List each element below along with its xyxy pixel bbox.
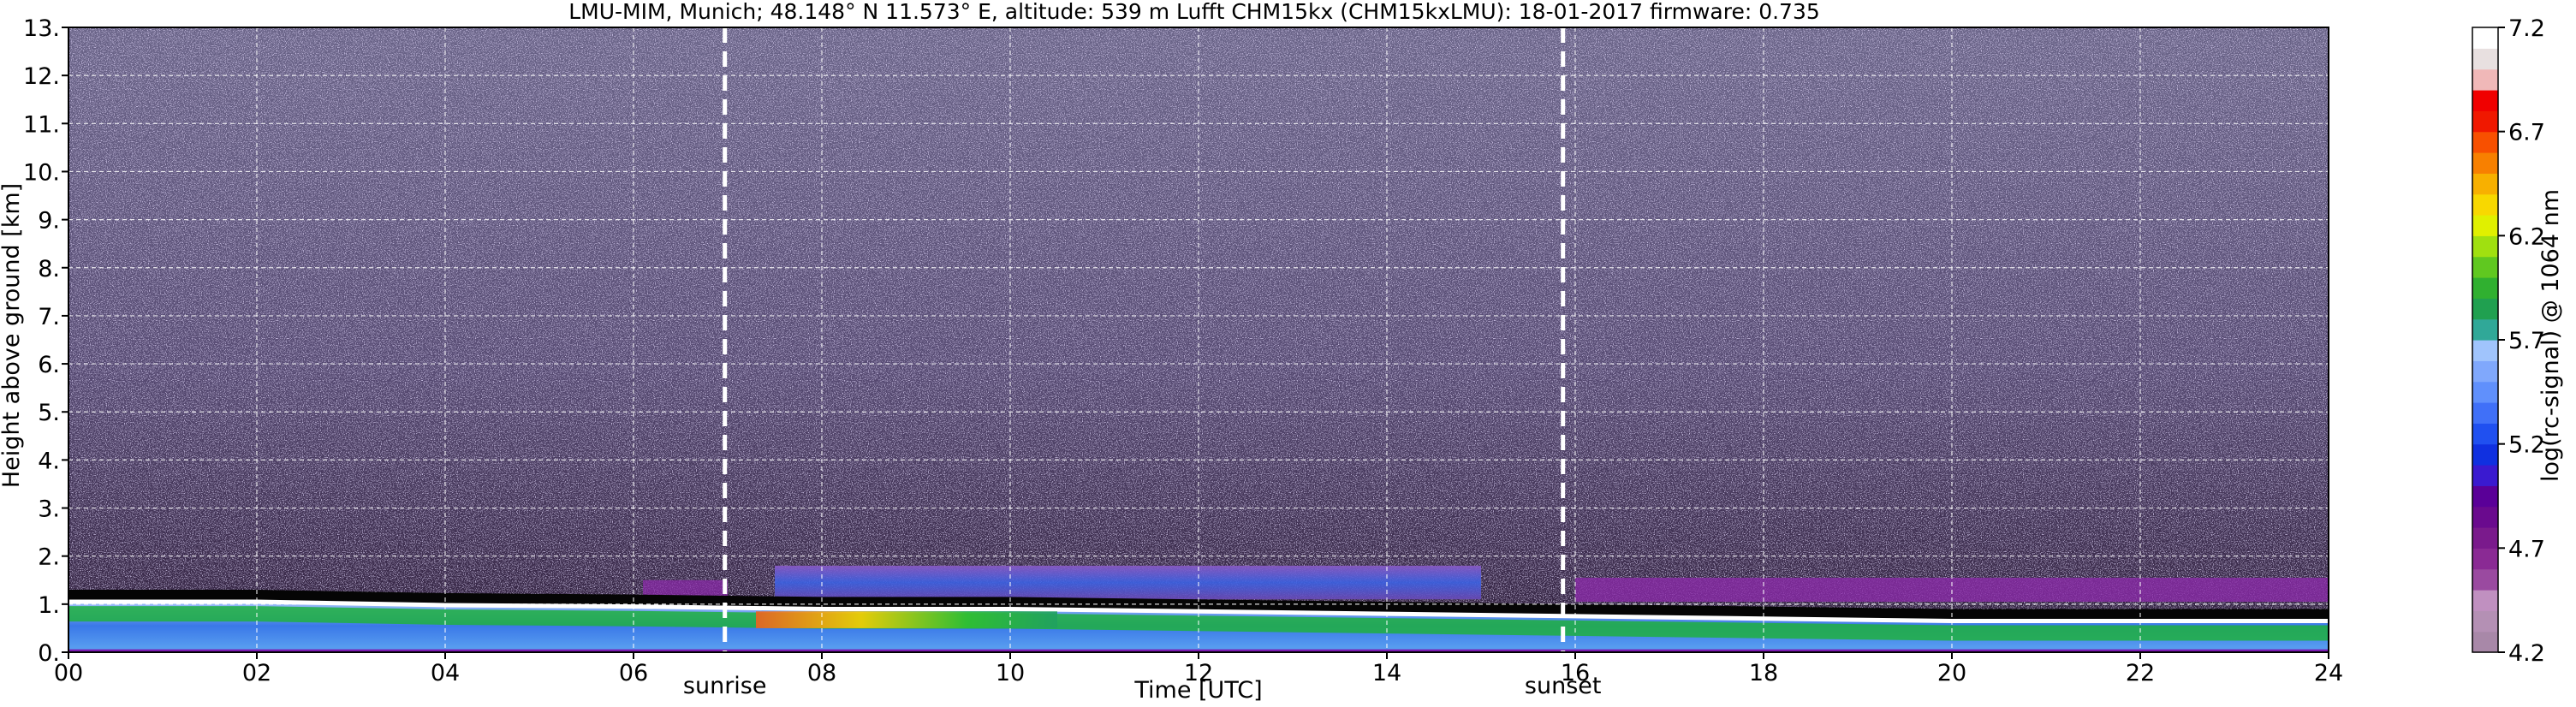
x-tick-label: 08 (807, 660, 836, 686)
colorbar-swatch (2472, 48, 2498, 70)
y-tick-label: 7. (38, 304, 60, 330)
x-axis-label: Time [UTC] (1133, 677, 1262, 704)
x-tick-label: 16 (1561, 660, 1590, 686)
colorbar-swatch (2472, 215, 2498, 236)
colorbar-swatch (2472, 548, 2498, 570)
colorbar-tick-label: 6.2 (2508, 223, 2545, 250)
colorbar-swatch (2472, 131, 2498, 153)
y-tick-label: 12. (23, 63, 60, 90)
colorbar-swatch (2472, 152, 2498, 174)
y-tick-label: 11. (23, 111, 60, 138)
colorbar-swatch (2472, 298, 2498, 320)
colorbar-swatch (2472, 590, 2498, 611)
daylight-markers: sunrise sunset (683, 27, 1602, 699)
colorbar-tick-label: 4.2 (2508, 640, 2545, 667)
y-tick-label: 3. (38, 496, 60, 523)
y-tick-label: 6. (38, 352, 60, 378)
y-tick-label: 10. (23, 159, 60, 186)
colorbar-tick-label: 7.2 (2508, 15, 2545, 42)
colorbar-swatch (2472, 173, 2498, 195)
colorbar-swatch (2472, 527, 2498, 549)
x-tick-label: 10 (996, 660, 1025, 686)
x-tick-label: 02 (242, 660, 271, 686)
y-tick-label: 4. (38, 448, 60, 474)
colorbar-swatch (2472, 402, 2498, 424)
colorbar-tick-label: 5.7 (2508, 328, 2545, 354)
colorbar-swatch (2472, 360, 2498, 383)
colorbar-swatch (2472, 465, 2498, 486)
colorbar-swatch (2472, 277, 2498, 299)
daytime-strong-signal (756, 611, 1057, 628)
x-tick-label: 06 (619, 660, 648, 686)
colorbar-swatch (2472, 340, 2498, 361)
colorbar-swatch (2472, 443, 2498, 466)
y-tick-label: 0. (38, 640, 60, 667)
colorbar-swatch (2472, 27, 2498, 49)
colorbar-swatch (2472, 423, 2498, 445)
y-tick-label: 5. (38, 400, 60, 426)
y-tick-label: 8. (38, 256, 60, 282)
colorbar-swatch (2472, 68, 2498, 91)
x-tick-label: 12 (1184, 660, 1213, 686)
colorbar-label: log(rc-signal) @ 1064 nm (2537, 189, 2564, 482)
x-tick-label: 04 (431, 660, 460, 686)
colorbar-swatch (2472, 90, 2498, 111)
colorbar-tick-label: 4.7 (2508, 536, 2545, 562)
colorbar-swatch (2472, 631, 2498, 653)
y-tick-label: 2. (38, 544, 60, 571)
colorbar-swatch (2472, 506, 2498, 528)
colorbar: 4.2 4.7 5.2 5.7 6.2 6.7 7.2 (2472, 15, 2545, 667)
x-tick-label: 18 (1749, 660, 1778, 686)
x-tick-label: 22 (2126, 660, 2155, 686)
colorbar-swatch (2472, 318, 2498, 341)
colorbar-swatch (2472, 381, 2498, 403)
x-tick-label: 20 (1937, 660, 1966, 686)
colorbar-tick-label: 5.2 (2508, 432, 2545, 459)
y-axis-label: Height above ground [km] (0, 183, 25, 488)
colorbar-swatch (2472, 193, 2498, 216)
colorbar-swatch (2472, 568, 2498, 591)
y-tick-label: 1. (38, 592, 60, 619)
x-tick-label: 14 (1372, 660, 1401, 686)
y-tick-label: 13. (23, 15, 60, 42)
y-tick-label: 9. (38, 208, 60, 235)
chart-title: LMU-MIM, Munich; 48.148° N 11.573° E, al… (568, 0, 1820, 24)
axes: 00 02 04 06 08 10 12 14 16 18 20 22 24 0. 1. 2. 3. 4. 5. 6.… (23, 15, 2343, 686)
colorbar-swatch (2472, 610, 2498, 633)
colorbar-tick-label: 6.7 (2508, 120, 2545, 146)
ground-strip (68, 649, 2329, 652)
colorbar-swatch (2472, 235, 2498, 258)
x-tick-label: 00 (54, 660, 83, 686)
residual-layer (775, 565, 1481, 600)
sunset-label: sunset (1525, 673, 1602, 699)
colorbar-swatch (2472, 256, 2498, 278)
x-tick-label: 24 (2314, 660, 2343, 686)
colorbar-swatch (2472, 110, 2498, 133)
sunrise-label: sunrise (683, 673, 767, 699)
grid-lines (68, 27, 2329, 652)
colorbar-swatch (2472, 485, 2498, 508)
